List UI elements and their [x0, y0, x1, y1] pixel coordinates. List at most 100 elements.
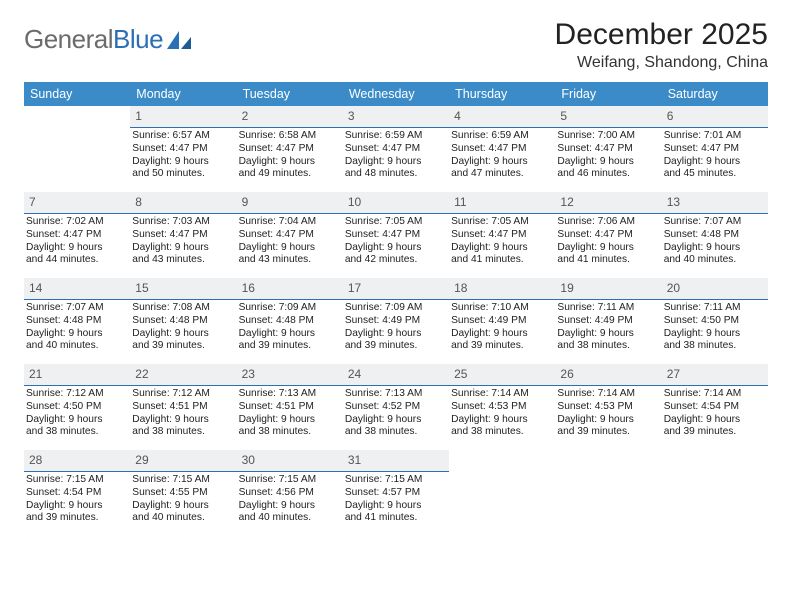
- sunset-text: Sunset: 4:47 PM: [345, 143, 445, 156]
- sunset-text: Sunset: 4:47 PM: [664, 143, 764, 156]
- weekday-header: Sunday: [24, 82, 130, 106]
- daylight-text-2: and 38 minutes.: [557, 340, 657, 353]
- day-number: 5: [555, 106, 661, 128]
- sunrise-text: Sunrise: 7:02 AM: [26, 216, 126, 229]
- daylight-text-2: and 41 minutes.: [451, 254, 551, 267]
- sunset-text: Sunset: 4:52 PM: [345, 401, 445, 414]
- day-body: Sunrise: 7:14 AMSunset: 4:53 PMDaylight:…: [449, 386, 555, 441]
- calendar-day: 21Sunrise: 7:12 AMSunset: 4:50 PMDayligh…: [24, 364, 130, 450]
- sunset-text: Sunset: 4:47 PM: [451, 229, 551, 242]
- sunrise-text: Sunrise: 7:13 AM: [239, 388, 339, 401]
- daylight-text-1: Daylight: 9 hours: [132, 414, 232, 427]
- sunset-text: Sunset: 4:48 PM: [664, 229, 764, 242]
- daylight-text-2: and 38 minutes.: [239, 426, 339, 439]
- calendar-day: 6Sunrise: 7:01 AMSunset: 4:47 PMDaylight…: [662, 106, 768, 192]
- sunrise-text: Sunrise: 7:04 AM: [239, 216, 339, 229]
- daylight-text-2: and 38 minutes.: [26, 426, 126, 439]
- daylight-text-2: and 39 minutes.: [26, 512, 126, 525]
- sunset-text: Sunset: 4:48 PM: [132, 315, 232, 328]
- daylight-text-2: and 39 minutes.: [239, 340, 339, 353]
- day-number: 14: [24, 278, 130, 300]
- calendar-day: 10Sunrise: 7:05 AMSunset: 4:47 PMDayligh…: [343, 192, 449, 278]
- sunrise-text: Sunrise: 7:15 AM: [132, 474, 232, 487]
- page-subtitle: Weifang, Shandong, China: [555, 54, 768, 72]
- sunset-text: Sunset: 4:50 PM: [26, 401, 126, 414]
- calendar-day: 24Sunrise: 7:13 AMSunset: 4:52 PMDayligh…: [343, 364, 449, 450]
- title-block: December 2025 Weifang, Shandong, China: [555, 18, 768, 72]
- daylight-text-1: Daylight: 9 hours: [132, 328, 232, 341]
- day-body: Sunrise: 6:57 AMSunset: 4:47 PMDaylight:…: [130, 128, 236, 183]
- sunrise-text: Sunrise: 7:14 AM: [451, 388, 551, 401]
- day-body: Sunrise: 6:58 AMSunset: 4:47 PMDaylight:…: [237, 128, 343, 183]
- day-number: 21: [24, 364, 130, 386]
- daylight-text-2: and 41 minutes.: [557, 254, 657, 267]
- calendar-day: 19Sunrise: 7:11 AMSunset: 4:49 PMDayligh…: [555, 278, 661, 364]
- sunrise-text: Sunrise: 7:10 AM: [451, 302, 551, 315]
- sunset-text: Sunset: 4:48 PM: [26, 315, 126, 328]
- day-body: Sunrise: 6:59 AMSunset: 4:47 PMDaylight:…: [449, 128, 555, 183]
- daylight-text-1: Daylight: 9 hours: [239, 328, 339, 341]
- sunrise-text: Sunrise: 7:06 AM: [557, 216, 657, 229]
- sunset-text: Sunset: 4:49 PM: [451, 315, 551, 328]
- sunset-text: Sunset: 4:50 PM: [664, 315, 764, 328]
- daylight-text-1: Daylight: 9 hours: [345, 242, 445, 255]
- sunset-text: Sunset: 4:53 PM: [557, 401, 657, 414]
- daylight-text-1: Daylight: 9 hours: [132, 156, 232, 169]
- calendar-day: 22Sunrise: 7:12 AMSunset: 4:51 PMDayligh…: [130, 364, 236, 450]
- sunset-text: Sunset: 4:47 PM: [132, 229, 232, 242]
- day-body: Sunrise: 7:14 AMSunset: 4:54 PMDaylight:…: [662, 386, 768, 441]
- daylight-text-1: Daylight: 9 hours: [345, 328, 445, 341]
- calendar-day: 26Sunrise: 7:14 AMSunset: 4:53 PMDayligh…: [555, 364, 661, 450]
- calendar-day: 15Sunrise: 7:08 AMSunset: 4:48 PMDayligh…: [130, 278, 236, 364]
- day-body: Sunrise: 7:11 AMSunset: 4:49 PMDaylight:…: [555, 300, 661, 355]
- logo: GeneralBlue: [24, 24, 193, 55]
- day-body: Sunrise: 7:07 AMSunset: 4:48 PMDaylight:…: [662, 214, 768, 269]
- day-body: Sunrise: 7:06 AMSunset: 4:47 PMDaylight:…: [555, 214, 661, 269]
- daylight-text-2: and 43 minutes.: [132, 254, 232, 267]
- calendar-day: 3Sunrise: 6:59 AMSunset: 4:47 PMDaylight…: [343, 106, 449, 192]
- sunset-text: Sunset: 4:47 PM: [239, 143, 339, 156]
- day-number: 9: [237, 192, 343, 214]
- calendar-day: 25Sunrise: 7:14 AMSunset: 4:53 PMDayligh…: [449, 364, 555, 450]
- day-number: 17: [343, 278, 449, 300]
- daylight-text-2: and 38 minutes.: [345, 426, 445, 439]
- sunrise-text: Sunrise: 7:09 AM: [239, 302, 339, 315]
- daylight-text-2: and 48 minutes.: [345, 168, 445, 181]
- sunrise-text: Sunrise: 7:00 AM: [557, 130, 657, 143]
- calendar-day: 17Sunrise: 7:09 AMSunset: 4:49 PMDayligh…: [343, 278, 449, 364]
- day-number: 3: [343, 106, 449, 128]
- daylight-text-1: Daylight: 9 hours: [664, 328, 764, 341]
- weekday-header: Monday: [130, 82, 236, 106]
- weekday-header: Saturday: [662, 82, 768, 106]
- day-number: 10: [343, 192, 449, 214]
- calendar-day: 29Sunrise: 7:15 AMSunset: 4:55 PMDayligh…: [130, 450, 236, 536]
- day-body: Sunrise: 7:00 AMSunset: 4:47 PMDaylight:…: [555, 128, 661, 183]
- daylight-text-1: Daylight: 9 hours: [239, 414, 339, 427]
- daylight-text-2: and 47 minutes.: [451, 168, 551, 181]
- sunrise-text: Sunrise: 7:05 AM: [451, 216, 551, 229]
- calendar-day: 9Sunrise: 7:04 AMSunset: 4:47 PMDaylight…: [237, 192, 343, 278]
- sunrise-text: Sunrise: 7:15 AM: [345, 474, 445, 487]
- sunset-text: Sunset: 4:47 PM: [239, 229, 339, 242]
- calendar-day: 2Sunrise: 6:58 AMSunset: 4:47 PMDaylight…: [237, 106, 343, 192]
- day-number: 4: [449, 106, 555, 128]
- sunrise-text: Sunrise: 7:08 AM: [132, 302, 232, 315]
- calendar-day: [555, 450, 661, 536]
- day-body: Sunrise: 7:15 AMSunset: 4:57 PMDaylight:…: [343, 472, 449, 527]
- day-body: Sunrise: 7:15 AMSunset: 4:54 PMDaylight:…: [24, 472, 130, 527]
- day-number: 7: [24, 192, 130, 214]
- day-body: Sunrise: 6:59 AMSunset: 4:47 PMDaylight:…: [343, 128, 449, 183]
- day-number: 28: [24, 450, 130, 472]
- day-body: Sunrise: 7:10 AMSunset: 4:49 PMDaylight:…: [449, 300, 555, 355]
- daylight-text-2: and 40 minutes.: [239, 512, 339, 525]
- daylight-text-1: Daylight: 9 hours: [345, 414, 445, 427]
- sunset-text: Sunset: 4:49 PM: [557, 315, 657, 328]
- daylight-text-1: Daylight: 9 hours: [664, 156, 764, 169]
- logo-text-2: Blue: [113, 24, 163, 54]
- logo-sail-icon: [165, 29, 193, 51]
- day-number: 6: [662, 106, 768, 128]
- calendar-day: 7Sunrise: 7:02 AMSunset: 4:47 PMDaylight…: [24, 192, 130, 278]
- daylight-text-2: and 43 minutes.: [239, 254, 339, 267]
- day-body: Sunrise: 7:11 AMSunset: 4:50 PMDaylight:…: [662, 300, 768, 355]
- day-body: Sunrise: 7:08 AMSunset: 4:48 PMDaylight:…: [130, 300, 236, 355]
